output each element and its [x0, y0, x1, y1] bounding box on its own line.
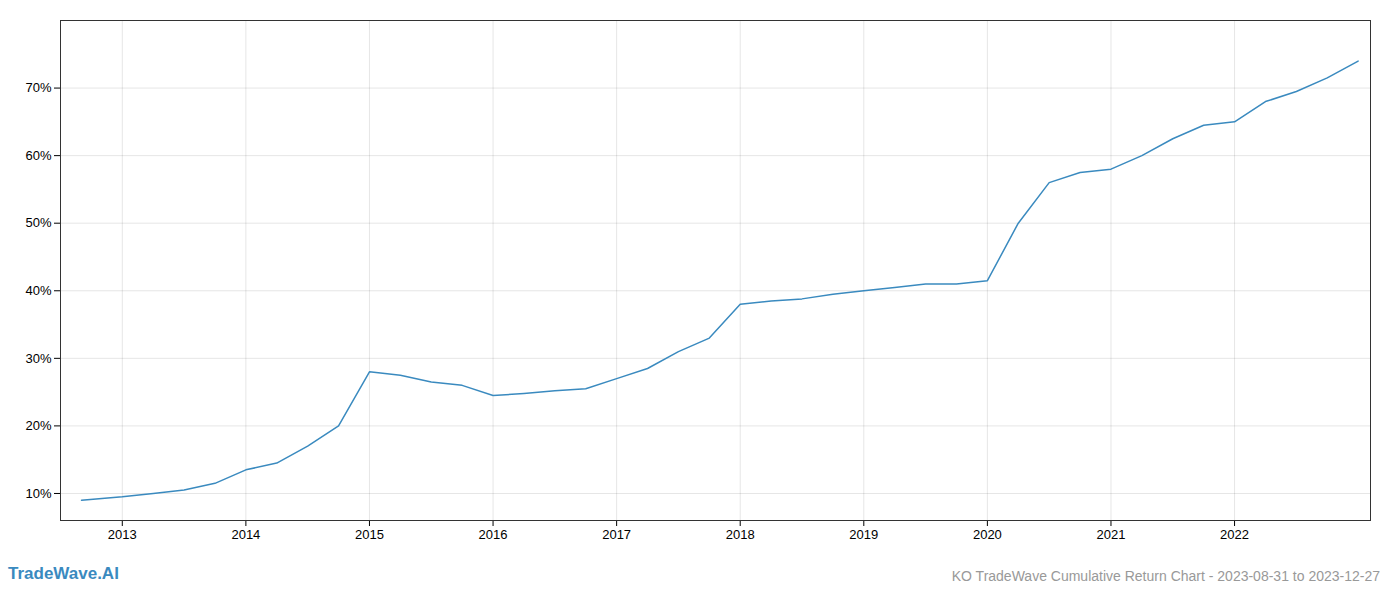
svg-text:2014: 2014	[231, 527, 260, 542]
html-text:TradeWave.AI: TradeWave.AI	[8, 564, 119, 583]
svg-text:2018: 2018	[726, 527, 755, 542]
svg-text:2016: 2016	[479, 527, 508, 542]
svg-text:2021: 2021	[1097, 527, 1126, 542]
svg-text:30%: 30%	[25, 350, 51, 365]
html-text:KO TradeWave Cumulative Return: KO TradeWave Cumulative Return Chart - 2…	[951, 568, 1380, 584]
svg-text:2020: 2020	[973, 527, 1002, 542]
svg-text:2015: 2015	[355, 527, 384, 542]
svg-text:2017: 2017	[602, 527, 631, 542]
svg-text:2022: 2022	[1220, 527, 1249, 542]
svg-text:70%: 70%	[25, 80, 51, 95]
svg-text:10%: 10%	[25, 486, 51, 501]
svg-text:2019: 2019	[849, 527, 878, 542]
svg-text:2013: 2013	[108, 527, 137, 542]
svg-text:20%: 20%	[25, 418, 51, 433]
svg-text:60%: 60%	[25, 148, 51, 163]
svg-text:50%: 50%	[25, 215, 51, 230]
svg-text:40%: 40%	[25, 283, 51, 298]
